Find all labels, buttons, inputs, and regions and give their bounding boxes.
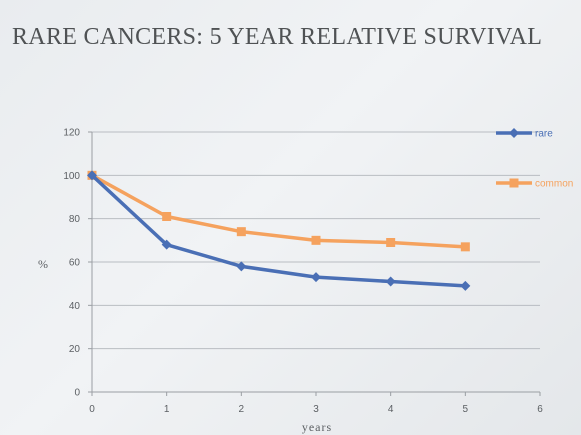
data-point-common [162, 212, 172, 221]
y-tick-label: 100 [63, 171, 80, 182]
legend: rare common [496, 128, 573, 190]
data-series [87, 170, 471, 291]
legend-label-rare: rare [535, 129, 553, 140]
data-point-rare [385, 276, 396, 287]
data-point-rare [236, 261, 247, 272]
y-tick-label: 80 [69, 214, 81, 225]
data-point-common [311, 235, 321, 245]
y-tick-label: 40 [69, 301, 81, 312]
legend-label-common: common [535, 179, 573, 190]
x-tick-label: 3 [313, 404, 319, 415]
x-axis-label: years [302, 420, 332, 434]
x-tick-label: 0 [89, 404, 95, 415]
axes [88, 131, 541, 396]
series-line-common [90, 173, 468, 249]
x-tick-label: 1 [164, 404, 170, 415]
y-tick-label: 60 [69, 258, 81, 269]
y-tick-label: 120 [63, 128, 80, 139]
x-tick-label: 4 [388, 404, 394, 415]
data-point-common [236, 227, 246, 237]
x-tick-label: 6 [537, 404, 543, 415]
data-point-common [460, 242, 470, 252]
data-point-common [386, 238, 396, 247]
x-tick-label: 5 [463, 404, 469, 415]
x-tick-label: 2 [239, 404, 245, 415]
data-point-rare [87, 170, 97, 181]
legend-marker-rare [509, 128, 519, 138]
y-tick-label: 20 [69, 344, 81, 355]
y-axis-label: % [38, 257, 48, 271]
chart-title: RARE CANCERS: 5 YEAR RELATIVE SURVIVAL [12, 24, 543, 50]
legend-marker-common [509, 178, 519, 188]
data-point-rare [460, 280, 471, 291]
y-tick-label: 0 [74, 388, 80, 399]
tick-labels: 0 20 40 60 80 100 120 0 1 2 3 4 5 6 [63, 128, 543, 416]
series-line-rare [90, 173, 468, 288]
data-point-rare [311, 272, 321, 283]
data-point-rare [161, 239, 172, 250]
